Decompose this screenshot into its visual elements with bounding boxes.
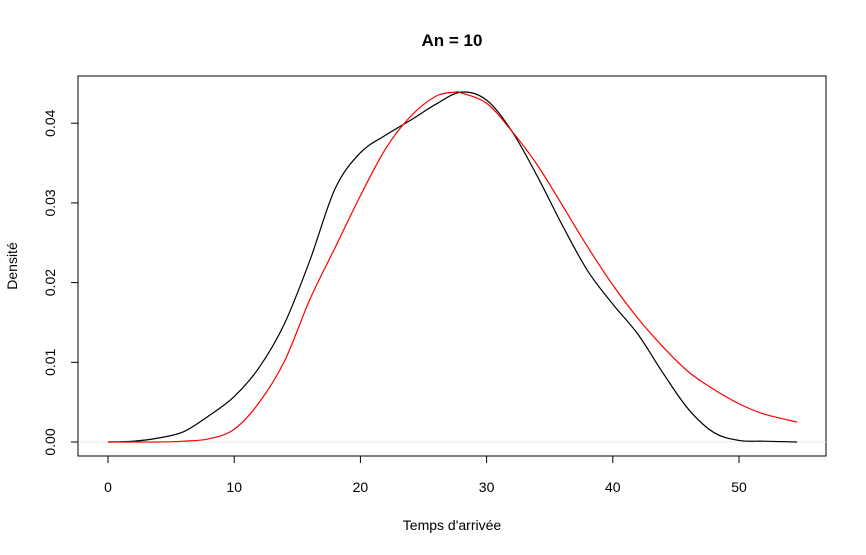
y-tick-label: 0.00 [42,428,58,455]
chart-title: An = 10 [422,31,483,50]
plot-frame [77,75,827,457]
y-tick-label: 0.01 [42,348,58,375]
y-tick-label: 0.04 [42,109,58,136]
x-axis: 0 10 20 30 40 50 [104,455,747,495]
x-tick-label: 20 [353,479,369,495]
y-tick-label: 0.03 [42,189,58,216]
x-tick-label: 10 [226,479,242,495]
x-tick-label: 30 [479,479,495,495]
y-axis-label: Densité [4,242,20,290]
x-tick-label: 0 [104,479,112,495]
x-axis-label: Temps d'arrivée [403,517,502,533]
series-layer [107,91,798,443]
x-tick-label: 50 [731,479,747,495]
series-line-red [108,91,798,443]
series-line-black [107,91,798,443]
y-tick-label: 0.02 [42,269,58,296]
y-axis: 0.00 0.01 0.02 0.03 0.04 [42,109,79,456]
x-tick-label: 40 [605,479,621,495]
